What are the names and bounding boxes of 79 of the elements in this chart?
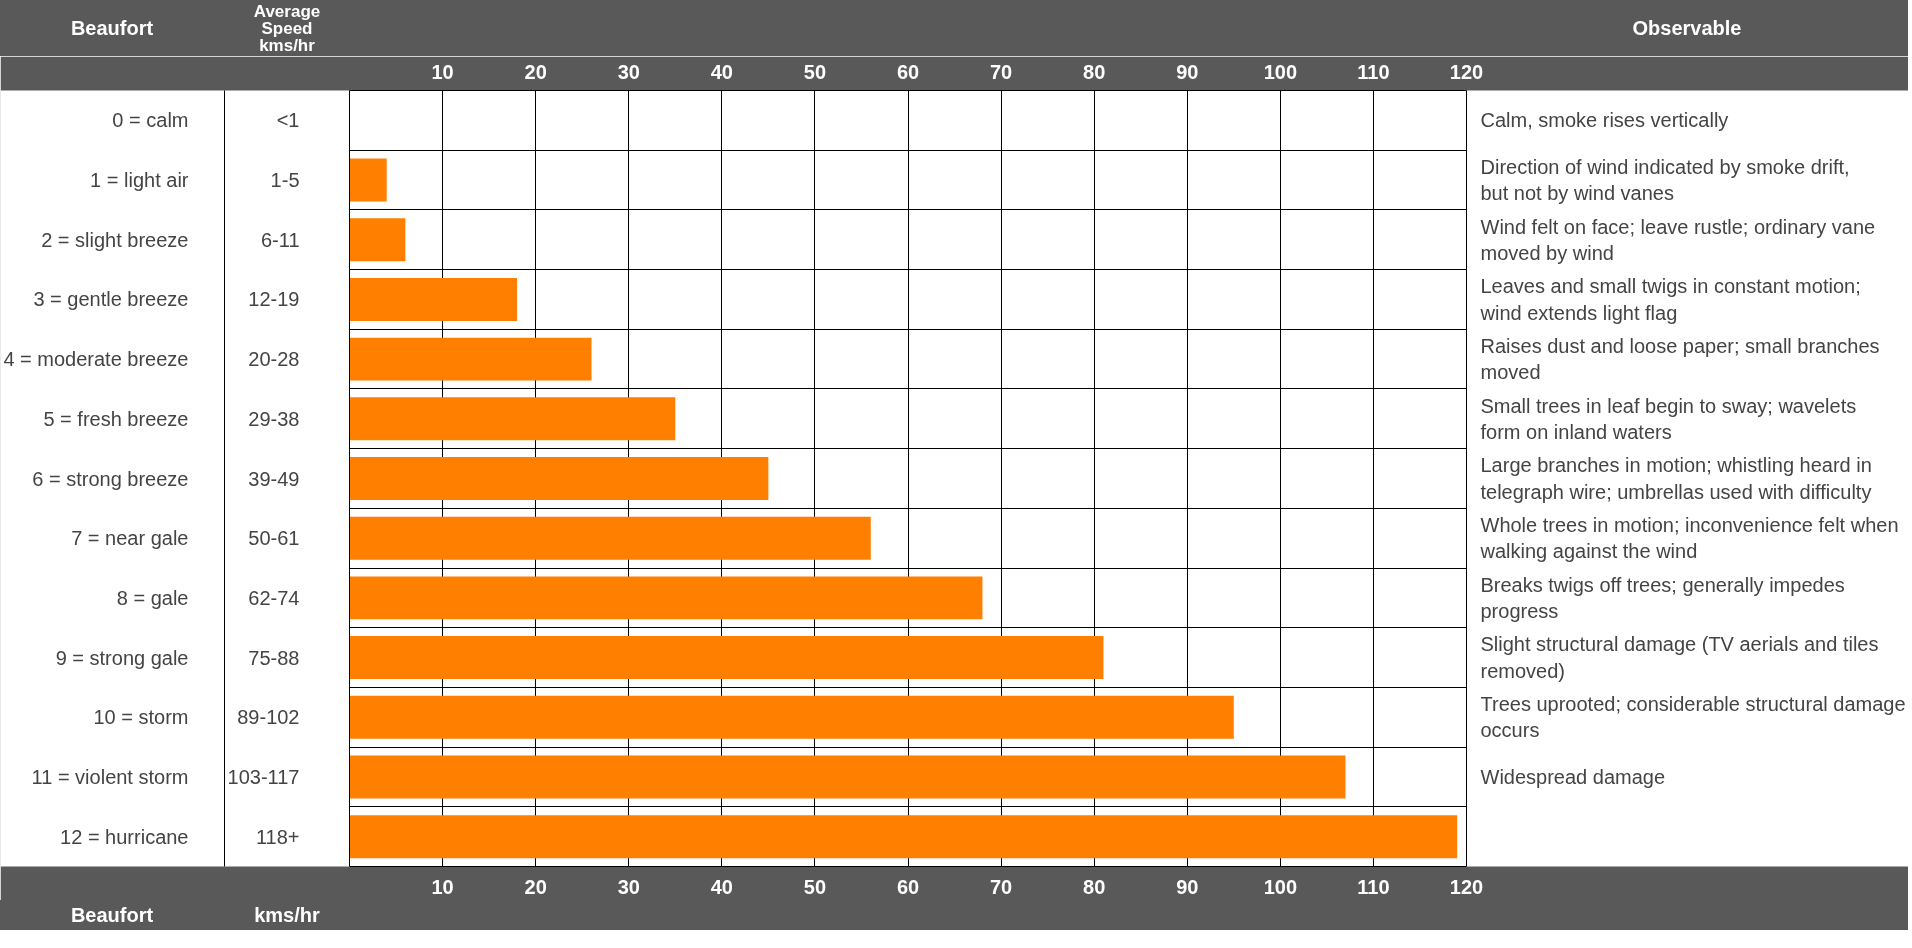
x2-tick-label: 40 xyxy=(710,875,733,898)
text: Wind felt on face; leave rustle; ordinary vane moved by wind xyxy=(1480,215,1876,264)
text: 50-61 xyxy=(248,527,300,550)
y-tick-label: 0 = calm xyxy=(112,109,189,132)
x-tick-label: 20 xyxy=(524,60,547,83)
bar xyxy=(349,576,983,620)
x2-tick-label: 30 xyxy=(617,875,640,898)
bar xyxy=(349,337,592,381)
y-tick-label: 7 = near gale xyxy=(71,527,189,550)
x2-tick-label: 70 xyxy=(989,875,1013,898)
text: Beaufort xyxy=(70,17,154,39)
y-tick-label: 10 = storm xyxy=(93,706,189,729)
x-tick-label: 70 xyxy=(989,60,1013,83)
x-tick-label: 10 xyxy=(431,60,454,83)
bar xyxy=(349,277,518,321)
y-tick-label: 2 = slight breeze xyxy=(41,228,189,251)
text: Trees uprooted; considerable structural damage occurs xyxy=(1480,693,1906,742)
x2-tick-label: 90 xyxy=(1176,875,1199,898)
text: <1 xyxy=(276,109,300,132)
text: 89-102 xyxy=(237,706,300,729)
y-tick-label: 6 = strong breeze xyxy=(32,467,189,490)
text: Direction of wind indicated by smoke drift, but not by wind vanes xyxy=(1480,155,1850,205)
y-tick-label: 4 = moderate breeze xyxy=(3,348,189,371)
bar xyxy=(349,457,769,500)
x-tick-label: 60 xyxy=(896,60,920,83)
text: Average Speed kms/hr xyxy=(253,1,321,55)
text: 39-49 xyxy=(248,467,300,490)
x2-tick-label: 20 xyxy=(524,875,547,898)
x2-tick-label: 80 xyxy=(1083,875,1106,898)
x-tick-label: 30 xyxy=(617,60,640,83)
text: 62-74 xyxy=(248,586,300,609)
x2-tick-label: 60 xyxy=(896,875,920,898)
bar xyxy=(349,218,406,262)
bar xyxy=(349,397,676,441)
text: 6-11 xyxy=(260,228,300,251)
x2-tick-label: 100 xyxy=(1263,875,1298,898)
x-tick-label: 40 xyxy=(710,60,733,83)
y-tick-label: 12 = hurricane xyxy=(60,825,189,848)
x2-tick-label: 10 xyxy=(431,875,454,898)
text: Whole trees in motion; inconvenience felt when walking against the wind xyxy=(1479,513,1899,563)
x-tick-label: 50 xyxy=(803,60,827,83)
text: Small trees in leaf begin to sway; wavelets form on inland waters xyxy=(1480,394,1857,444)
text: 20-28 xyxy=(248,348,300,371)
text: 12-19 xyxy=(248,288,300,311)
text: 118+ xyxy=(255,825,300,848)
text: Leaves and small twigs in constant motion; wind extends light flag xyxy=(1479,275,1861,324)
text: Slight structural damage (TV aerials and tiles removed) xyxy=(1480,633,1879,682)
text: Large branches in motion; whistling heard in telegraph wire; umbrellas used with difficulty xyxy=(1480,454,1872,503)
y-tick-label: 5 = fresh breeze xyxy=(43,407,189,430)
y-tick-label: 11 = violent storm xyxy=(31,765,189,788)
bar xyxy=(349,516,871,560)
x2-tick-label: 110 xyxy=(1357,875,1390,898)
text: kms/hr xyxy=(254,904,320,926)
text: 103-117 xyxy=(227,765,300,788)
text: Widespread damage xyxy=(1480,765,1666,788)
text: 75-88 xyxy=(248,646,300,669)
bar xyxy=(349,636,1104,680)
bar xyxy=(349,158,387,202)
x-tick-label: 80 xyxy=(1083,60,1106,83)
x-tick-label: 100 xyxy=(1263,60,1298,83)
x-tick-label: 110 xyxy=(1357,60,1390,83)
y-tick-label: 9 = strong gale xyxy=(55,646,189,669)
x-tick-label: 90 xyxy=(1176,60,1199,83)
text: 1-5 xyxy=(270,169,300,192)
text: Observable xyxy=(1632,17,1742,39)
y-tick-label: 1 = light air xyxy=(90,169,189,192)
y-tick-label: 8 = gale xyxy=(116,586,189,609)
bar xyxy=(349,695,1234,739)
x2-tick-label: 50 xyxy=(803,875,827,898)
x2-tick-label: 120 xyxy=(1449,875,1484,898)
text: Breaks twigs off trees; generally impedes progress xyxy=(1480,573,1845,623)
text: 29-38 xyxy=(248,407,300,430)
text: Raises dust and loose paper; small branches moved xyxy=(1480,334,1880,384)
y-axis-title: Beaufort xyxy=(70,904,154,926)
x-tick-label: 120 xyxy=(1449,60,1484,83)
bar xyxy=(349,815,1458,859)
text: Calm, smoke rises vertically xyxy=(1480,109,1729,132)
bar xyxy=(349,755,1346,799)
y-tick-label: 3 = gentle breeze xyxy=(33,288,189,311)
